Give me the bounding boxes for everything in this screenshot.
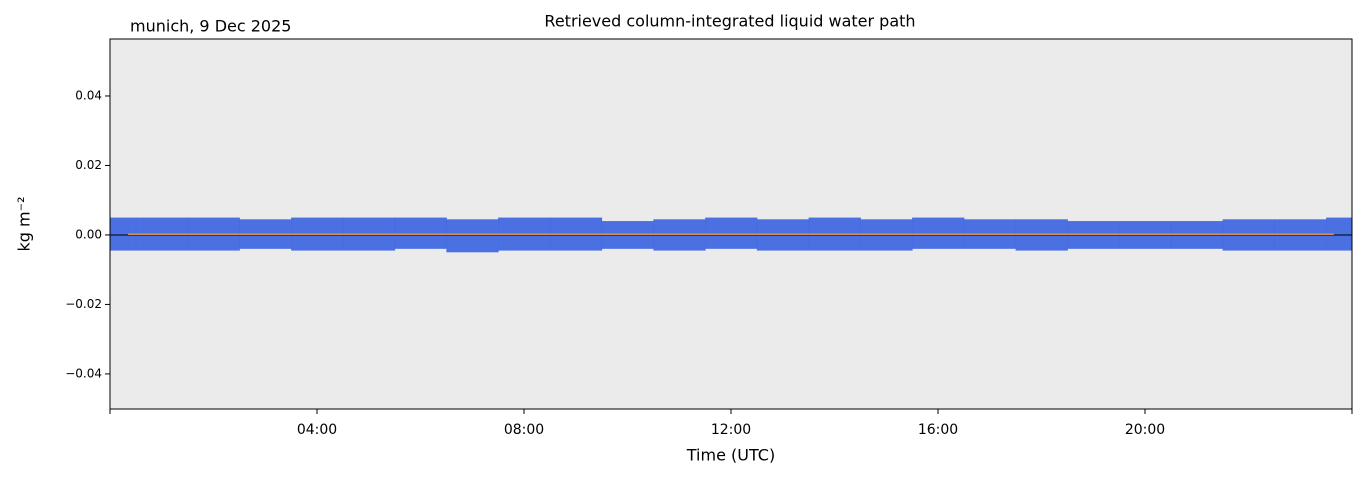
y-tick-label: −0.02: [65, 297, 102, 311]
x-tick-label: 12:00: [711, 422, 751, 438]
y-tick-label: −0.04: [65, 366, 102, 380]
x-tick-label: 16:00: [918, 422, 958, 438]
x-tick-label: 04:00: [297, 422, 337, 438]
chart-subtitle: munich, 9 Dec 2025: [130, 17, 291, 36]
x-axis-label: Time (UTC): [686, 446, 775, 465]
y-tick-label: 0.00: [75, 227, 102, 241]
x-tick-label: 20:00: [1125, 422, 1165, 438]
y-tick-label: 0.02: [75, 158, 102, 172]
point-band: [912, 217, 965, 249]
y-axis-label: kg m⁻²: [15, 197, 34, 252]
point-band: [705, 217, 758, 249]
plot-layer: [110, 217, 1352, 253]
y-tick-label: 0.04: [75, 88, 102, 102]
x-tick-label: 08:00: [504, 422, 544, 438]
chart-title: Retrieved column-integrated liquid water…: [544, 12, 915, 31]
point-band: [446, 219, 499, 253]
point-band: [394, 217, 447, 249]
